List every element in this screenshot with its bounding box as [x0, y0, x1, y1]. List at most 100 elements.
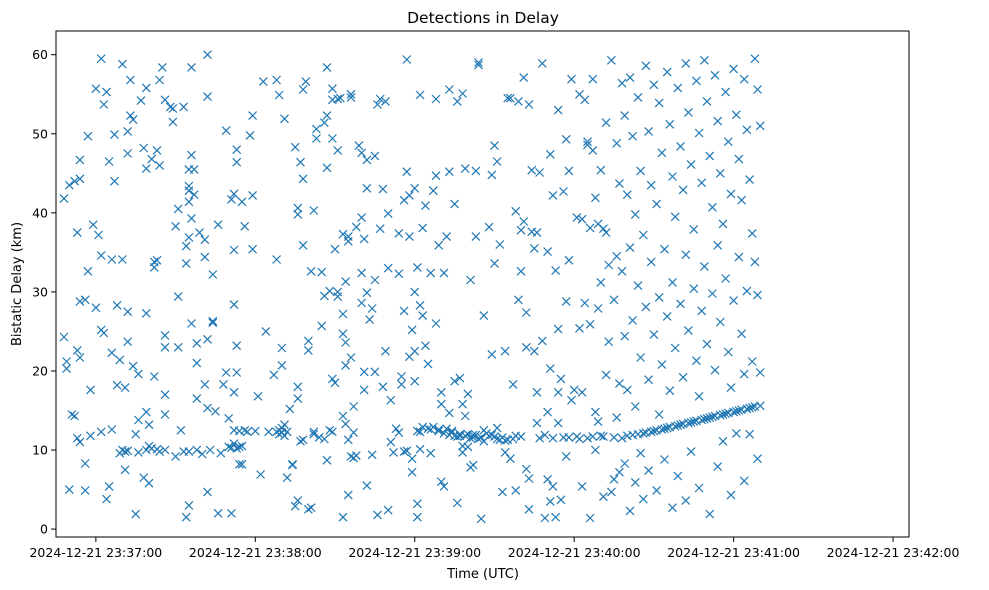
data-point [412, 262, 422, 272]
data-point [59, 332, 69, 342]
data-point [141, 164, 151, 174]
x-tick-label: 2024-12-21 23:42:00 [827, 545, 960, 560]
data-point [649, 426, 659, 436]
data-point [96, 427, 106, 437]
data-point [152, 255, 162, 265]
data-point [577, 214, 587, 224]
data-point [625, 506, 635, 516]
data-point [540, 430, 550, 440]
data-point [590, 193, 600, 203]
data-point [487, 349, 497, 359]
data-point [410, 346, 420, 356]
data-point [529, 243, 539, 253]
data-point [272, 75, 282, 85]
data-point [256, 470, 266, 479]
data-point [378, 382, 388, 392]
data-point [490, 141, 499, 151]
data-point [187, 150, 196, 160]
data-point [338, 329, 348, 339]
data-point [258, 77, 268, 87]
data-point [726, 383, 736, 393]
data-point [694, 391, 704, 401]
x-tick-label: 2024-12-21 23:39:00 [348, 545, 481, 560]
data-point [418, 311, 428, 321]
data-point [601, 370, 611, 380]
data-point [686, 447, 696, 457]
data-point [450, 199, 460, 209]
data-point [521, 308, 531, 317]
data-point [567, 74, 576, 84]
data-point [673, 471, 683, 481]
data-point [561, 134, 571, 144]
data-point [245, 130, 255, 140]
data-point [370, 151, 380, 161]
data-point [208, 318, 218, 328]
data-point [203, 92, 212, 102]
data-point [575, 323, 584, 333]
y-axis-label: Bistatic Delay (km) [10, 222, 25, 346]
data-point [484, 222, 494, 232]
data-point [325, 286, 335, 296]
data-point [500, 447, 510, 457]
data-point [625, 243, 635, 253]
data-point [136, 96, 146, 106]
data-point [638, 230, 648, 240]
data-point [131, 429, 141, 439]
data-point [553, 418, 563, 428]
data-point [248, 111, 258, 121]
data-point [471, 166, 481, 176]
data-point [91, 84, 101, 94]
data-point [181, 258, 191, 268]
data-point [402, 55, 412, 64]
data-point [80, 459, 90, 468]
data-point [415, 427, 425, 437]
data-point [341, 338, 351, 347]
data-point [739, 369, 749, 379]
data-point [444, 85, 454, 94]
data-point [64, 180, 74, 190]
data-point [319, 118, 329, 128]
data-point [373, 100, 382, 109]
data-point [641, 302, 651, 312]
data-point [444, 408, 454, 418]
data-point [83, 266, 93, 276]
data-point [226, 194, 236, 204]
data-point [729, 296, 739, 306]
data-point [721, 409, 731, 419]
data-point [341, 277, 351, 287]
data-point [444, 167, 454, 177]
data-point [697, 306, 707, 316]
data-point [569, 385, 579, 395]
data-point [463, 389, 473, 399]
data-point [322, 163, 332, 173]
data-point [583, 433, 592, 443]
data-point [476, 432, 486, 442]
data-point [234, 442, 244, 452]
data-point [280, 431, 289, 441]
data-point [519, 73, 529, 83]
data-point [458, 89, 468, 98]
data-point [322, 111, 332, 121]
data-point [155, 75, 165, 85]
data-point [213, 220, 223, 230]
data-point [285, 404, 295, 414]
plot-frame [55, 30, 910, 538]
data-point [726, 490, 736, 500]
data-point [88, 220, 98, 230]
data-point [354, 141, 364, 151]
data-point [359, 367, 369, 377]
data-point [577, 387, 587, 397]
data-point [598, 224, 608, 234]
data-point [755, 121, 765, 131]
x-axis: 2024-12-21 23:37:00 2024-12-21 23:38:00 20… [29, 537, 959, 560]
data-point [375, 94, 385, 104]
data-point [123, 337, 133, 347]
data-point [208, 270, 218, 279]
data-point [450, 376, 460, 386]
data-point [668, 503, 677, 513]
data-point [543, 407, 553, 417]
data-point [668, 277, 677, 287]
data-point [442, 232, 452, 242]
data-point [689, 284, 699, 294]
data-point [620, 459, 630, 468]
